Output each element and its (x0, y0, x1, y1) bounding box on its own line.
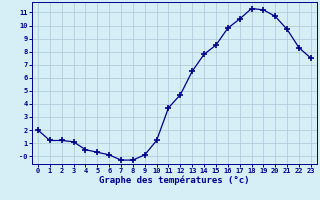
X-axis label: Graphe des températures (°c): Graphe des températures (°c) (99, 176, 250, 185)
